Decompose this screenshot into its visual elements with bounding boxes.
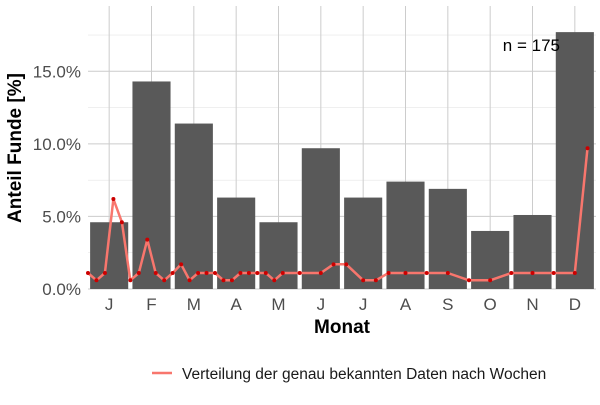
line-point [86,271,90,276]
line-point [361,278,366,283]
bar [344,197,383,289]
line-point [263,271,268,276]
line-point [102,271,107,276]
line-point [128,278,133,283]
line-point [488,278,493,283]
line-point [119,220,124,225]
line-point [170,271,175,276]
y-axis-title: Anteil Funde [%] [5,73,26,223]
line-point [318,271,323,276]
line-point [153,271,158,276]
line-point [445,271,450,276]
line-point [238,271,243,276]
line-point [272,278,277,283]
line-point [162,278,167,283]
x-tick-label: S [442,295,453,314]
line-point [331,262,336,267]
line-point [94,278,99,283]
line-point [585,146,590,151]
x-tick-label: A [400,295,412,314]
y-tick-label: 15.0% [33,62,81,81]
line-point [403,271,408,276]
x-tick-label: A [230,295,242,314]
line-point [551,271,556,276]
y-tick-label: 5.0% [42,207,81,226]
bar [301,148,340,289]
x-tick-label: N [526,295,538,314]
line-point [213,271,217,276]
line-point [187,278,192,283]
line-point [229,278,234,283]
line-point [344,262,349,267]
legend: Verteilung der genau bekannten Daten nac… [152,366,546,383]
bars [90,32,594,289]
line-point [196,271,201,276]
x-tick-label: M [271,295,285,314]
line-point [145,237,150,242]
y-tick-label: 0.0% [42,280,81,299]
line-point [255,271,260,276]
line-point [386,271,391,276]
x-tick-label: O [484,295,497,314]
bar [259,222,298,289]
bar [174,123,213,289]
line-point [179,262,184,267]
line-point [246,271,251,276]
bar [555,32,594,289]
line-point [572,271,577,276]
line-point [297,271,302,276]
legend-label: Verteilung der genau bekannten Daten nac… [182,366,546,383]
line-point [530,271,535,276]
line-point [221,278,226,283]
line-point [509,271,514,276]
line-point [424,271,429,276]
line-point [136,271,141,276]
annotation-n: n = 175 [503,36,560,55]
x-tick-label: J [317,295,326,314]
x-axis-title: Monat [314,317,371,338]
line-point [204,271,209,276]
line-layer [86,146,590,283]
x-tick-label: J [359,295,368,314]
line-point [373,278,378,283]
line-point [111,197,116,202]
x-tick-label: M [187,295,201,314]
x-tick-label: J [105,295,114,314]
x-tick-label: D [569,295,581,314]
line-point [280,271,285,276]
bar [513,214,552,289]
x-tick-label: F [146,295,156,314]
y-axis: 0.0% 5.0% 10.0% 15.0% [33,62,81,299]
line-point [467,278,471,283]
y-tick-label: 10.0% [33,135,81,154]
